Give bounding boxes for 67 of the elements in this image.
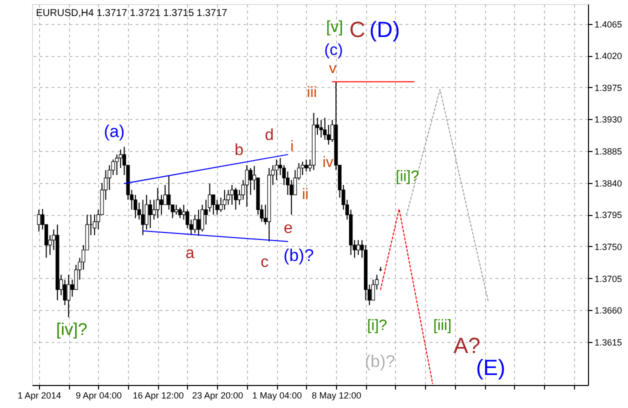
candlestick [222,189,226,210]
candlestick [274,159,278,181]
annotation: a [185,245,194,262]
annotation: [v] [326,19,344,36]
candlestick [226,189,230,206]
annotation: iii [306,84,317,101]
annotation: c [260,254,269,271]
candlestick [196,209,200,236]
candlestick [167,175,171,210]
candlestick [37,209,41,232]
candlestick [212,194,216,216]
chart-title: EURUSD,H4 1.3717 1.3721 1.3715 1.3717 [36,8,228,19]
candlestick [174,204,178,216]
candlestick [141,199,145,236]
annotation: [iv]? [56,320,88,339]
annotation: A? [454,333,480,358]
y-tick-label: 1.3660 [594,306,622,316]
candlestick [230,184,234,206]
candlestick [193,214,197,234]
annotation: (E) [476,355,506,380]
annotation: C [349,17,366,42]
candlestick [356,240,360,256]
annotation: b [234,142,244,159]
annotation: (b)? [364,352,396,371]
y-tick-label: 1.4020 [594,51,622,62]
y-tick-label: 1.3705 [594,274,622,284]
candlestick [160,194,164,216]
x-tick-label: 16 Apr 12:00 [132,390,184,400]
candlestick [319,119,323,138]
candlestick [300,161,304,176]
candlestick [134,194,138,219]
candlestick [178,207,182,219]
x-tick-label: 1 May 04:00 [252,390,302,400]
annotation: d [264,127,274,144]
x-tick-label: 9 Apr 04:00 [76,390,122,400]
annotation: v [328,60,337,77]
annotation: (a) [104,122,125,141]
candlestick [304,159,308,172]
annotation: [i]? [367,317,388,334]
candlestick [248,167,252,196]
annotation: (D) [369,17,400,42]
y-tick-label: 1.4065 [594,19,622,30]
annotation: [iii] [433,317,452,334]
annotation: i [290,138,294,155]
y-tick-label: 1.3615 [594,337,622,348]
annotation: (b)? [284,246,314,265]
y-tick-label: 1.3750 [594,242,622,252]
y-tick-label: 1.3795 [594,210,622,220]
candlestick [245,164,249,208]
annotation: [ii]? [396,168,420,185]
annotation: (c) [324,42,343,59]
candlestick [200,204,204,232]
candlestick [234,187,238,210]
y-tick-label: 1.3885 [594,146,622,157]
candlestick [148,199,152,229]
x-tick-label: 1 Apr 2014 [18,390,62,400]
x-tick-label: 23 Apr 20:00 [192,390,244,400]
x-tick-label: 8 May 12:00 [312,390,362,400]
y-tick-label: 1.3930 [594,114,622,125]
y-tick-label: 1.3975 [594,82,622,93]
candlestick [66,274,70,318]
candlestick [156,187,160,219]
annotation: e [284,220,293,237]
y-tick-label: 1.3840 [594,178,622,188]
annotation: iv [322,154,334,171]
annotation: ii [302,186,309,203]
candlestick [323,117,327,140]
